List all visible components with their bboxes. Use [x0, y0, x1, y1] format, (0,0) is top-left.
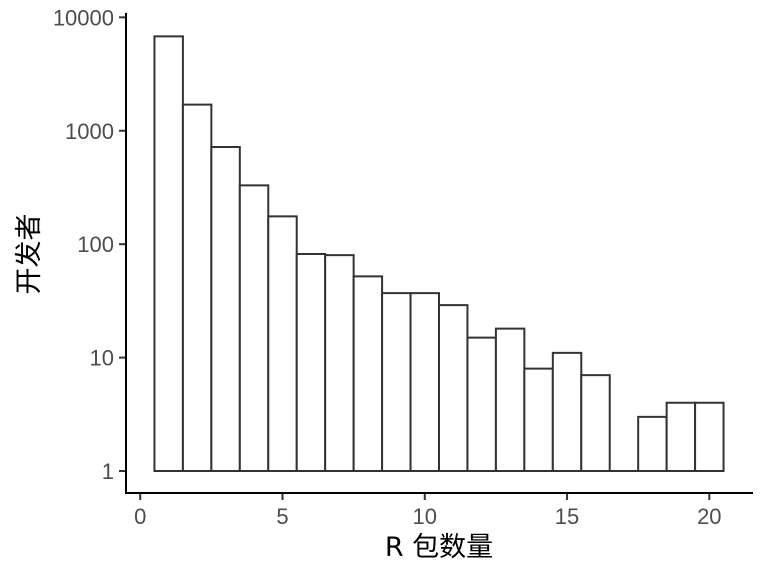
- bar-x-11: [438, 304, 469, 473]
- bar-x-6: [295, 252, 327, 473]
- bar-x-4: [238, 184, 270, 473]
- bar-x-20: [694, 401, 725, 473]
- bar-x-16: [580, 374, 611, 473]
- x-tick-label-20: 20: [697, 504, 721, 529]
- y-tick-label-1000: 1000: [65, 119, 114, 144]
- y-tick-label-10000: 10000: [53, 5, 114, 30]
- bar-x-18: [637, 415, 668, 473]
- bar-x-19: [665, 401, 697, 473]
- y-tick-label-10: 10: [90, 346, 114, 371]
- bar-x-5: [267, 215, 298, 473]
- bar-x-3: [210, 145, 241, 473]
- x-tick-label-15: 15: [555, 504, 579, 529]
- x-axis-ticks: 0 5 10 15 20: [134, 493, 722, 529]
- x-tick-label-0: 0: [134, 504, 146, 529]
- bar-x-10: [409, 292, 440, 473]
- x-tick-label-10: 10: [413, 504, 437, 529]
- bar-x-12: [466, 336, 497, 473]
- bar-x-7: [324, 254, 355, 473]
- x-axis-title: R 包数量: [385, 532, 493, 563]
- bar-x-13: [494, 327, 526, 473]
- bars-group: [153, 35, 725, 473]
- y-tick-label-1: 1: [102, 459, 114, 484]
- y-tick-label-100: 100: [77, 232, 114, 257]
- y-axis-ticks: 1 10 100 1000 10000: [53, 5, 126, 484]
- bar-x-8: [352, 275, 384, 473]
- y-axis-title: 开发者: [14, 214, 45, 295]
- bar-x-15: [551, 351, 583, 473]
- bar-x-14: [523, 367, 554, 473]
- bar-x-1: [153, 35, 184, 473]
- x-tick-label-5: 5: [276, 504, 288, 529]
- bar-x-9: [381, 292, 412, 473]
- bar-x-2: [181, 103, 213, 473]
